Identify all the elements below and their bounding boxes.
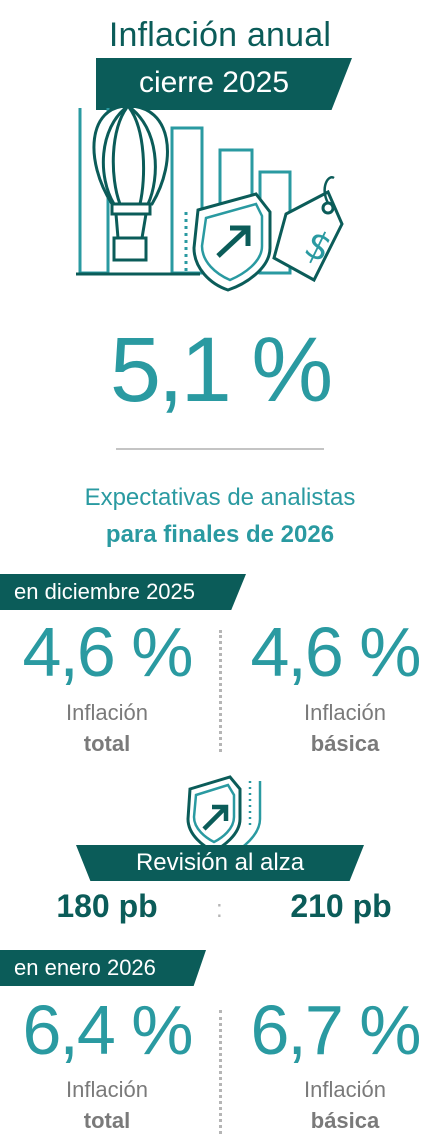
- divider: [116, 448, 324, 450]
- dec2025-basic-value: 4,6 %: [250, 613, 422, 691]
- shield-up-arrow-icon: [192, 192, 272, 292]
- jan2026-basic-value: 6,7 %: [250, 991, 422, 1069]
- column-separator: [219, 630, 222, 752]
- expectations-subtitle-bold: para finales de 2026: [105, 521, 335, 548]
- revision-separator: :: [216, 896, 223, 923]
- revision-banner: [76, 845, 364, 881]
- title-banner: [96, 58, 352, 110]
- expectations-subtitle: Expectativas de analistas: [84, 484, 356, 511]
- jan2026-basic-label-bold: básica: [310, 1108, 380, 1133]
- dec2025-basic-label: Inflación: [304, 700, 386, 725]
- revision-label: Revisión al alza: [135, 849, 305, 876]
- title-banner-text: cierre 2025: [138, 66, 290, 99]
- revision-total-bp: 180 pb: [56, 888, 158, 924]
- period-bar-jan2026: [0, 950, 206, 986]
- period-label-jan2026: en enero 2026: [14, 955, 156, 980]
- dec2025-basic-label-bold: básica: [310, 731, 380, 756]
- dec2025-total-value: 4,6 %: [22, 613, 194, 691]
- dec2025-total-label: Inflación: [66, 700, 148, 725]
- jan2026-total-value: 6,4 %: [22, 991, 194, 1069]
- inflation-illustration: $: [76, 108, 344, 292]
- jan2026-total-label: Inflación: [66, 1077, 148, 1102]
- dec2025-total-label-bold: total: [83, 731, 131, 756]
- shield-up-arrow-icon: [186, 775, 262, 857]
- dollar-price-tag-icon: $: [272, 176, 344, 283]
- jan2026-basic-label: Inflación: [304, 1077, 386, 1102]
- page-title: Inflación anual: [108, 16, 332, 54]
- period-label-dec2025: en diciembre 2025: [14, 579, 196, 604]
- annual-inflation-value: 5,1 %: [109, 319, 333, 421]
- revision-basic-bp: 210 pb: [290, 888, 392, 924]
- hot-air-balloon-icon: [92, 108, 169, 262]
- column-separator: [219, 1010, 222, 1134]
- jan2026-total-label-bold: total: [83, 1108, 131, 1133]
- period-bar-dec2025: [0, 574, 246, 610]
